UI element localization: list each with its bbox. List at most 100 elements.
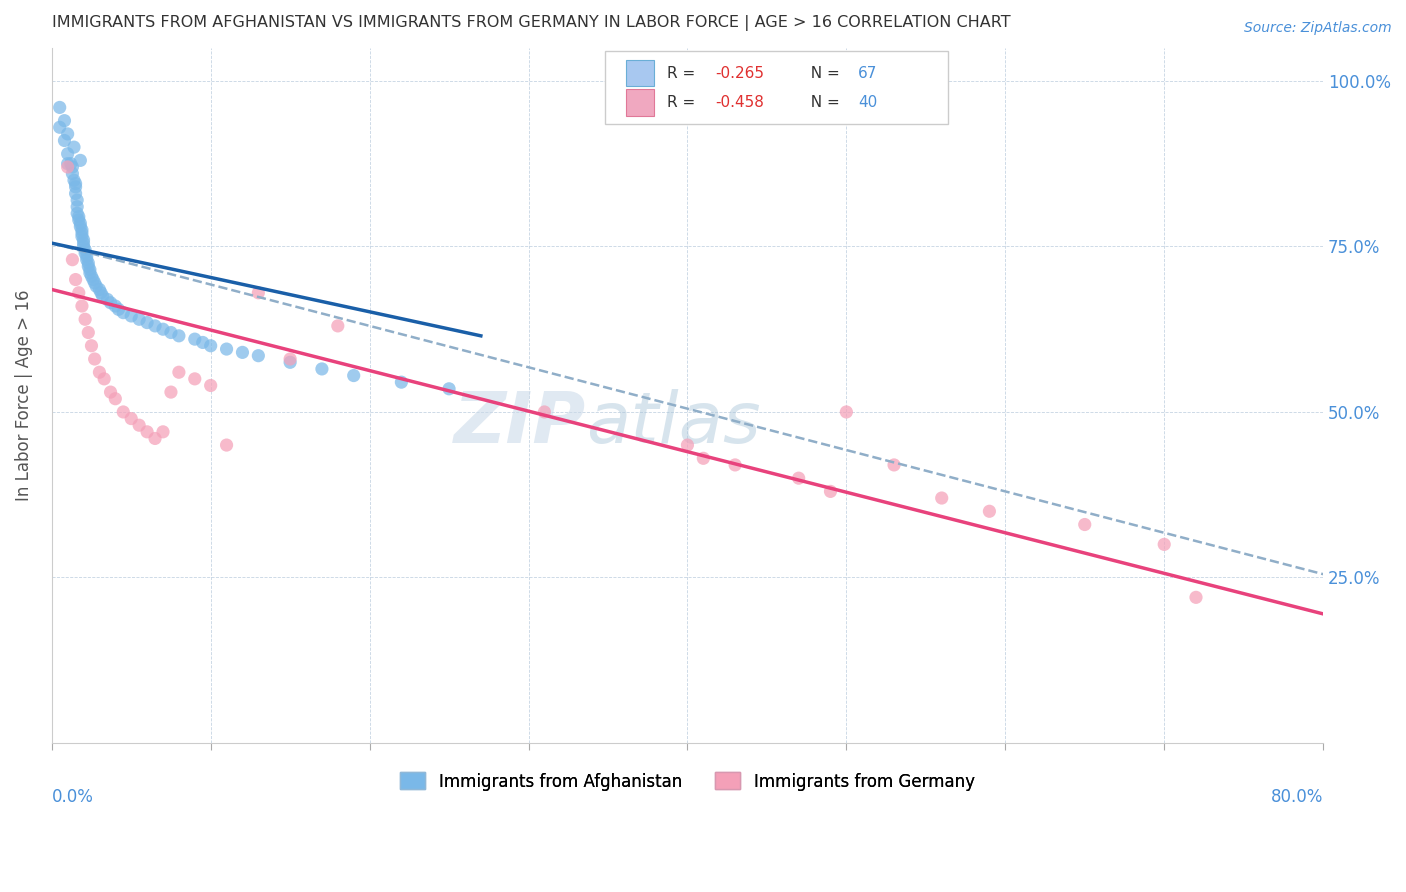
Point xyxy=(215,342,238,356)
Point xyxy=(389,375,412,389)
FancyBboxPatch shape xyxy=(627,89,654,116)
Point xyxy=(79,262,101,277)
Point xyxy=(56,127,79,141)
Point xyxy=(72,239,94,253)
Point xyxy=(820,484,842,499)
Point xyxy=(63,140,86,154)
Point xyxy=(59,157,82,171)
Text: R =: R = xyxy=(666,66,700,81)
Point xyxy=(83,351,105,366)
Point xyxy=(80,339,103,353)
Point xyxy=(69,153,91,168)
Point xyxy=(63,173,86,187)
Point xyxy=(104,299,127,313)
Point xyxy=(83,276,105,290)
Point xyxy=(167,365,190,379)
Point xyxy=(62,167,84,181)
Point xyxy=(77,260,100,274)
Point xyxy=(160,326,183,340)
Point xyxy=(66,193,89,207)
Point xyxy=(84,279,107,293)
Point xyxy=(676,438,699,452)
Point xyxy=(278,355,301,369)
Point xyxy=(787,471,810,485)
Point xyxy=(70,229,93,244)
Text: ZIP: ZIP xyxy=(454,389,586,458)
Point xyxy=(70,299,93,313)
Point xyxy=(143,432,166,446)
Point xyxy=(67,213,90,227)
Point xyxy=(835,405,858,419)
Point xyxy=(79,266,101,280)
Text: 67: 67 xyxy=(858,66,877,81)
Point xyxy=(100,385,122,400)
Point xyxy=(76,249,98,263)
Point xyxy=(128,418,150,433)
Point xyxy=(247,285,270,300)
Point xyxy=(167,328,190,343)
Point xyxy=(91,289,114,303)
Point xyxy=(56,146,79,161)
Point xyxy=(80,269,103,284)
Point xyxy=(96,293,118,307)
Text: IMMIGRANTS FROM AFGHANISTAN VS IMMIGRANTS FROM GERMANY IN LABOR FORCE | AGE > 16: IMMIGRANTS FROM AFGHANISTAN VS IMMIGRANT… xyxy=(52,15,1011,31)
Point xyxy=(65,272,87,286)
Point xyxy=(112,405,135,419)
Point xyxy=(692,451,714,466)
FancyBboxPatch shape xyxy=(605,52,948,124)
Point xyxy=(67,210,90,224)
Text: atlas: atlas xyxy=(586,389,761,458)
Point xyxy=(152,425,174,439)
Point xyxy=(143,318,166,333)
Text: N =: N = xyxy=(800,66,844,81)
Point xyxy=(326,318,349,333)
Point xyxy=(70,223,93,237)
Point xyxy=(76,252,98,267)
Text: -0.458: -0.458 xyxy=(716,95,765,110)
Point xyxy=(128,312,150,326)
Point xyxy=(89,365,111,379)
Point xyxy=(70,226,93,240)
Point xyxy=(1185,591,1208,605)
Point xyxy=(56,160,79,174)
Point xyxy=(343,368,366,383)
Point xyxy=(104,392,127,406)
Point xyxy=(100,295,122,310)
Text: Source: ZipAtlas.com: Source: ZipAtlas.com xyxy=(1244,21,1392,35)
Point xyxy=(724,458,747,472)
Point xyxy=(77,326,100,340)
Point xyxy=(62,252,84,267)
Point xyxy=(62,160,84,174)
Point xyxy=(107,302,129,317)
Point xyxy=(65,186,87,201)
Point xyxy=(136,316,159,330)
Point xyxy=(48,100,70,114)
Point xyxy=(72,233,94,247)
Point xyxy=(437,382,460,396)
Point xyxy=(72,236,94,251)
Point xyxy=(136,425,159,439)
Point xyxy=(65,179,87,194)
Point xyxy=(112,306,135,320)
Point xyxy=(90,285,112,300)
Point xyxy=(82,272,104,286)
Text: 0.0%: 0.0% xyxy=(52,789,94,806)
Point xyxy=(200,339,222,353)
Point xyxy=(191,335,214,350)
Text: R =: R = xyxy=(666,95,700,110)
Point xyxy=(56,157,79,171)
Point xyxy=(120,309,142,323)
Point xyxy=(93,372,115,386)
Text: N =: N = xyxy=(800,95,844,110)
Point xyxy=(1153,537,1175,551)
Point xyxy=(75,246,97,260)
Text: 40: 40 xyxy=(858,95,877,110)
Y-axis label: In Labor Force | Age > 16: In Labor Force | Age > 16 xyxy=(15,290,32,501)
Point xyxy=(311,362,333,376)
Point xyxy=(200,378,222,392)
Point xyxy=(883,458,905,472)
Legend: Immigrants from Afghanistan, Immigrants from Germany: Immigrants from Afghanistan, Immigrants … xyxy=(394,765,981,797)
Point xyxy=(75,243,97,257)
Point xyxy=(66,200,89,214)
Point xyxy=(184,332,207,346)
